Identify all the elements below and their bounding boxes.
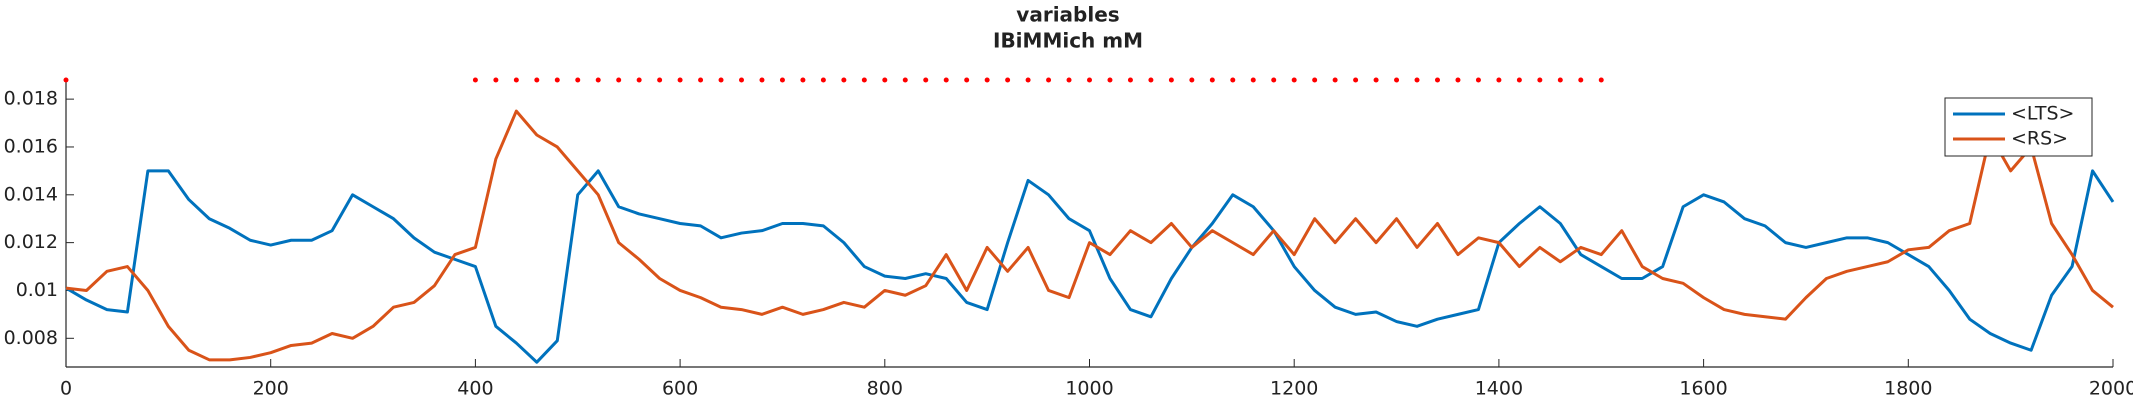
event-marker bbox=[1271, 77, 1277, 83]
event-marker bbox=[1516, 77, 1522, 83]
event-marker bbox=[1046, 77, 1052, 83]
event-marker bbox=[1148, 77, 1154, 83]
event-marker bbox=[882, 77, 888, 83]
line-series bbox=[65, 109, 2114, 362]
event-marker bbox=[1025, 77, 1031, 83]
y-tick-label: 0.016 bbox=[4, 135, 58, 157]
event-marker bbox=[923, 77, 929, 83]
event-marker bbox=[493, 77, 499, 83]
event-marker bbox=[841, 77, 847, 83]
x-tick-label: 1200 bbox=[1270, 378, 1318, 400]
event-marker bbox=[1107, 77, 1113, 83]
x-tick-label: 0 bbox=[60, 378, 72, 400]
event-marker bbox=[1250, 77, 1256, 83]
event-marker bbox=[1578, 77, 1584, 83]
event-marker bbox=[595, 77, 601, 83]
legend-label: <LTS> bbox=[2011, 103, 2074, 125]
event-marker bbox=[657, 77, 663, 83]
event-marker bbox=[1087, 77, 1092, 83]
event-marker bbox=[943, 77, 949, 83]
x-tick-label: 1800 bbox=[1884, 378, 1932, 400]
event-marker bbox=[1127, 77, 1133, 83]
event-marker bbox=[759, 77, 765, 83]
chart-title: variables bbox=[1016, 3, 1119, 27]
y-tick-label: 0.01 bbox=[16, 279, 58, 301]
event-marker bbox=[636, 77, 642, 83]
event-marker bbox=[616, 77, 622, 83]
event-marker bbox=[779, 77, 785, 83]
y-tick-label: 0.014 bbox=[4, 183, 58, 205]
event-marker bbox=[63, 77, 69, 83]
event-marker bbox=[1455, 77, 1461, 83]
x-tick-label: 1400 bbox=[1475, 378, 1523, 400]
legend-label: <RS> bbox=[2011, 128, 2068, 150]
event-marker bbox=[1291, 77, 1297, 83]
event-marker bbox=[1496, 77, 1502, 83]
event-marker bbox=[1230, 77, 1236, 83]
event-marker bbox=[739, 77, 745, 83]
event-marker bbox=[1598, 77, 1604, 83]
event-marker bbox=[1189, 77, 1195, 83]
x-tick-label: 200 bbox=[253, 378, 289, 400]
event-marker bbox=[1312, 77, 1318, 83]
event-marker bbox=[1353, 77, 1359, 83]
event-marker bbox=[575, 77, 581, 83]
x-tick-label: 600 bbox=[662, 378, 698, 400]
event-marker bbox=[1005, 77, 1011, 83]
event-marker bbox=[513, 77, 519, 83]
event-marker bbox=[1537, 77, 1543, 83]
event-marker bbox=[534, 77, 540, 83]
event-marker bbox=[1332, 77, 1338, 83]
x-tick-label: 800 bbox=[867, 378, 903, 400]
event-marker bbox=[861, 77, 867, 83]
event-marker bbox=[964, 77, 970, 83]
event-marker bbox=[1209, 77, 1215, 83]
event-marker bbox=[1066, 77, 1072, 83]
event-marker bbox=[1168, 77, 1174, 83]
y-tick-label: 0.012 bbox=[4, 231, 58, 253]
event-marker bbox=[820, 77, 826, 83]
event-marker bbox=[1394, 77, 1400, 83]
event-marker bbox=[902, 77, 908, 83]
x-tick-label: 1600 bbox=[1679, 378, 1727, 400]
event-marker bbox=[698, 77, 704, 83]
event-marker bbox=[1414, 77, 1420, 83]
y-tick-label: 0.008 bbox=[4, 327, 58, 349]
event-marker bbox=[1557, 77, 1563, 83]
event-marker bbox=[554, 77, 560, 83]
event-marker bbox=[718, 77, 724, 83]
x-tick-label: 1000 bbox=[1065, 378, 1113, 400]
y-tick-label: 0.018 bbox=[4, 88, 58, 110]
event-marker bbox=[472, 77, 478, 83]
event-marker bbox=[1373, 77, 1379, 83]
chart-subtitle: IBiMMich mM bbox=[993, 29, 1143, 53]
event-marker bbox=[677, 77, 683, 83]
event-marker bbox=[800, 77, 806, 83]
event-marker bbox=[984, 77, 990, 83]
legend-box bbox=[1944, 97, 2093, 157]
x-tick-label: 2000 bbox=[2089, 378, 2133, 400]
event-marker bbox=[1434, 77, 1440, 83]
line-series bbox=[65, 169, 2115, 364]
x-tick-label: 400 bbox=[457, 378, 493, 400]
event-marker bbox=[1475, 77, 1481, 83]
